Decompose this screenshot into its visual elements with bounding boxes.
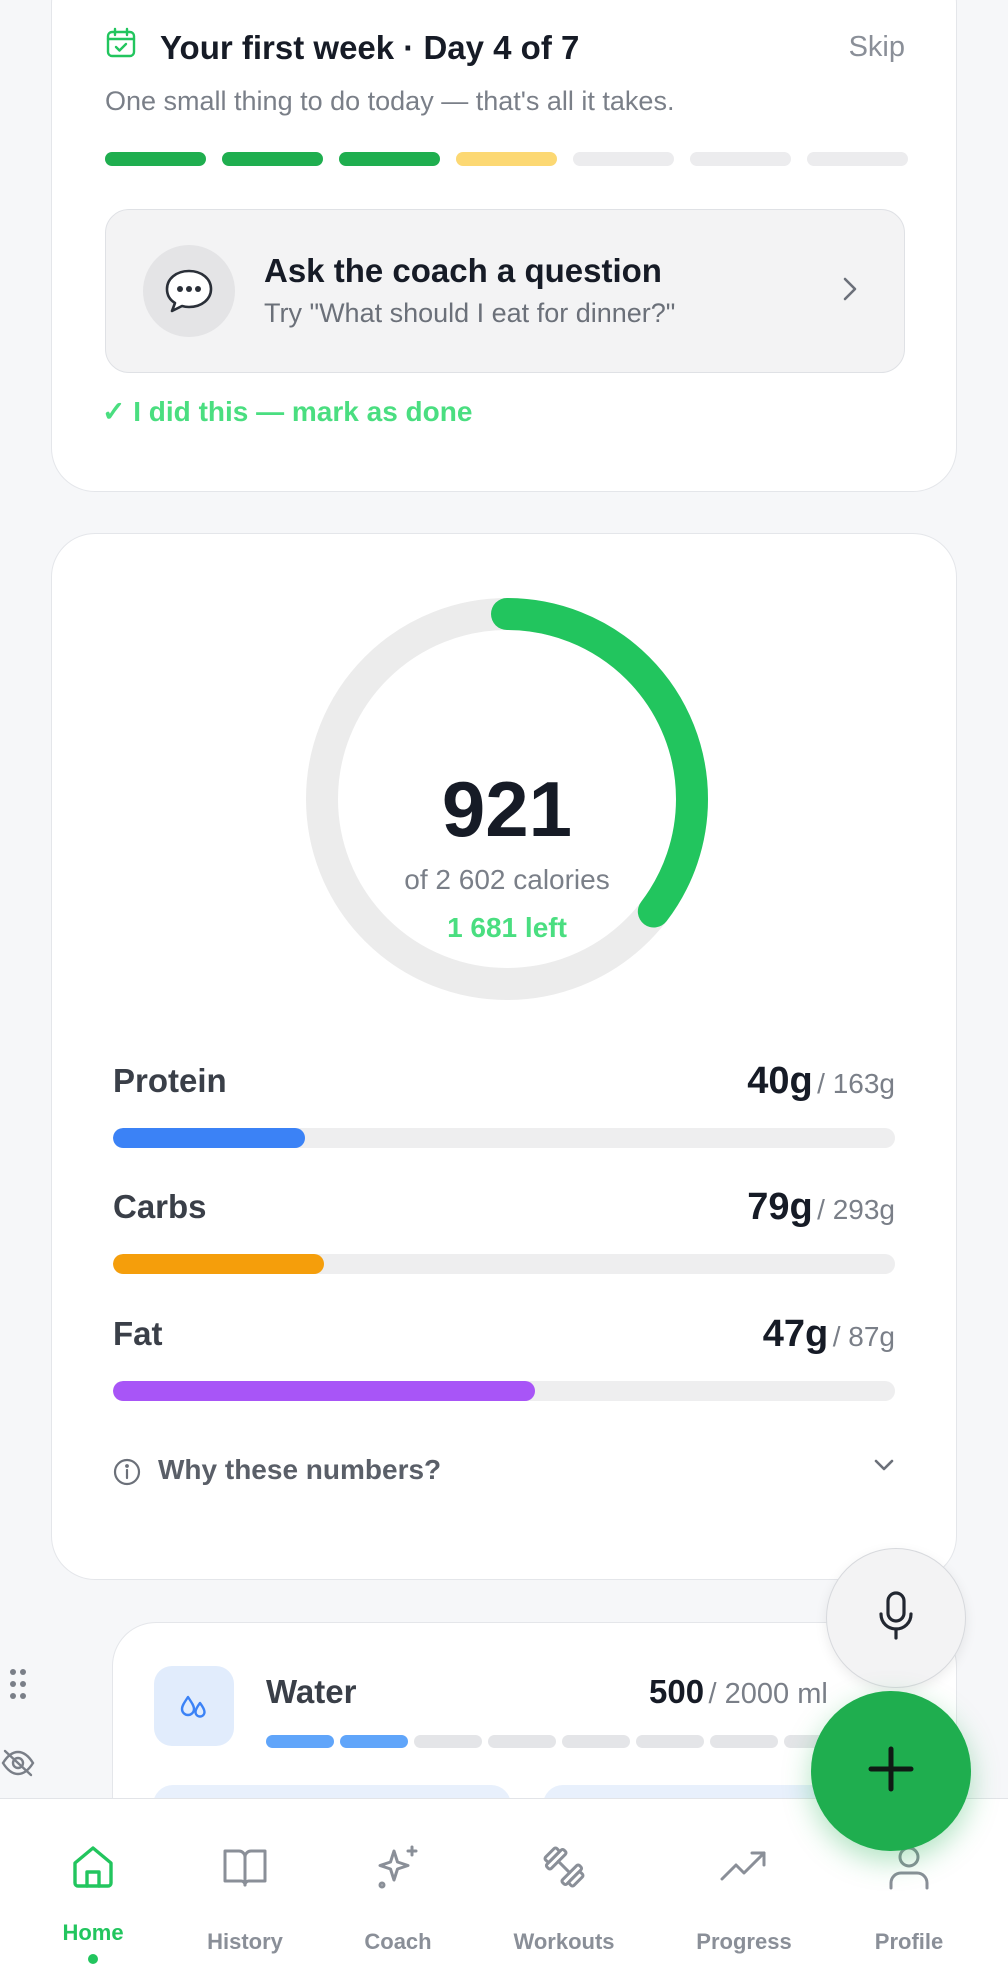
nav-workouts[interactable]: Workouts	[489, 1799, 639, 1968]
nav-label: Home	[62, 1920, 124, 1945]
home-icon	[69, 1843, 117, 1896]
onboarding-title: Your first week · Day 4 of 7	[160, 29, 580, 66]
drag-handle-icon[interactable]	[8, 1667, 28, 1706]
calorie-ring: 921 of 2 602 calories 1 681 left	[302, 594, 712, 1004]
water-progress	[266, 1735, 852, 1748]
onboarding-subtitle: One small thing to do today — that's all…	[105, 86, 675, 116]
book-icon	[221, 1843, 269, 1896]
macro-goal: / 163g	[817, 1068, 895, 1099]
chevron-right-icon	[840, 274, 860, 309]
water-goal: / 2000 ml	[708, 1678, 828, 1710]
calories-goal-label: of 2 602 calories	[404, 864, 610, 895]
macro-goal: / 293g	[817, 1194, 895, 1225]
plus-icon	[866, 1744, 916, 1799]
info-icon	[113, 1458, 141, 1491]
macro-bar-fill	[113, 1128, 305, 1148]
day-progress-segment	[105, 152, 206, 166]
macro-bar-fill	[113, 1254, 324, 1274]
chat-bubble-icon	[143, 245, 235, 337]
macro-current: 79g	[747, 1186, 813, 1228]
water-title: Water	[266, 1673, 357, 1710]
macro-track	[113, 1254, 895, 1274]
calendar-icon	[105, 27, 137, 64]
nav-history[interactable]: History	[170, 1799, 320, 1968]
microphone-icon	[876, 1590, 916, 1647]
coach-task-card[interactable]: Ask the coach a question Try "What shoul…	[105, 209, 905, 373]
calories-consumed: 921	[441, 765, 573, 853]
macro-name: Fat	[113, 1315, 163, 1352]
coach-task-subtitle: Try "What should I eat for dinner?"	[264, 298, 676, 328]
day-progress-segment	[807, 152, 908, 166]
dumbbell-icon	[540, 1843, 588, 1896]
trending-up-icon	[718, 1843, 770, 1896]
macro-current: 47g	[762, 1313, 829, 1355]
macro-name: Carbs	[113, 1188, 207, 1225]
water-segment	[340, 1735, 408, 1748]
nav-label: Progress	[696, 1929, 792, 1954]
active-indicator	[88, 1954, 98, 1964]
nav-label: Profile	[874, 1929, 944, 1954]
day-progress-segment	[456, 152, 557, 166]
macro-current: 40g	[747, 1060, 813, 1102]
day-progress-segment	[339, 152, 440, 166]
sparkle-icon	[374, 1843, 422, 1896]
add-entry-button[interactable]	[811, 1691, 971, 1851]
mark-done-button[interactable]: ✓ I did this — mark as done	[102, 396, 473, 427]
nav-coach[interactable]: Coach	[323, 1799, 473, 1968]
macro-track	[113, 1381, 895, 1401]
water-segment	[710, 1735, 778, 1748]
coach-task-title: Ask the coach a question	[264, 252, 662, 289]
nav-label: History	[207, 1929, 283, 1954]
water-segment	[488, 1735, 556, 1748]
nav-label: Coach	[364, 1929, 432, 1954]
day-progress-segment	[222, 152, 323, 166]
day-progress	[105, 152, 908, 166]
day-progress-segment	[690, 152, 791, 166]
nav-progress[interactable]: Progress	[669, 1799, 819, 1968]
macro-track	[113, 1128, 895, 1148]
chevron-down-icon	[873, 1458, 895, 1477]
day-progress-segment	[573, 152, 674, 166]
voice-input-button[interactable]	[826, 1548, 966, 1688]
water-segment	[266, 1735, 334, 1748]
macro-goal: / 87g	[832, 1321, 895, 1352]
why-numbers-label: Why these numbers?	[158, 1454, 442, 1485]
macro-bar-fill	[113, 1381, 536, 1401]
nav-label: Workouts	[513, 1929, 615, 1954]
skip-button[interactable]: Skip	[848, 31, 905, 63]
eye-off-icon[interactable]	[0, 1747, 36, 1784]
calories-left-label: 1 681 left	[447, 912, 567, 943]
nav-home[interactable]: Home	[18, 1799, 168, 1968]
macro-name: Protein	[113, 1062, 227, 1099]
water-current: 500	[649, 1673, 705, 1710]
why-numbers-toggle[interactable]: Why these numbers?	[113, 1452, 895, 1492]
water-drops-icon	[154, 1666, 234, 1746]
water-segment	[636, 1735, 704, 1748]
water-segment	[414, 1735, 482, 1748]
water-segment	[562, 1735, 630, 1748]
onboarding-card: Your first week · Day 4 of 7 Skip One sm…	[51, 0, 957, 492]
calorie-ring-progress	[306, 598, 708, 1000]
calories-card: 921 of 2 602 calories 1 681 left Protein…	[51, 533, 957, 1580]
